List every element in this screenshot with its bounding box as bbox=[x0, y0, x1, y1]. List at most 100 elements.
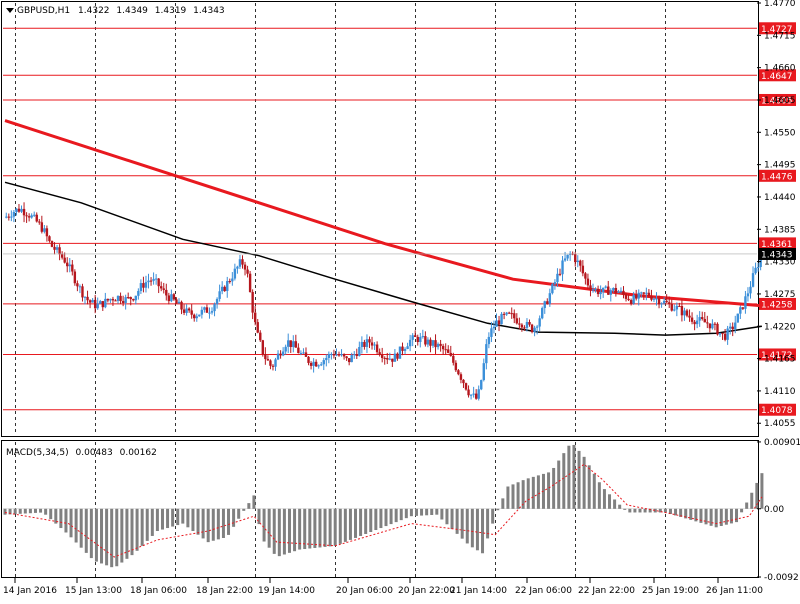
macd-bar bbox=[409, 508, 413, 517]
candle-body bbox=[327, 354, 331, 358]
candle-body bbox=[535, 326, 539, 328]
current-price-bg bbox=[759, 247, 796, 260]
macd-bar bbox=[420, 508, 424, 516]
macd-bar bbox=[394, 508, 398, 523]
candle-body bbox=[670, 303, 673, 311]
candle-body bbox=[497, 320, 501, 325]
time-tick-label: 21 Jan 14:00 bbox=[450, 586, 507, 596]
candle-body bbox=[187, 308, 191, 311]
price-tick-label: 1.4495 bbox=[764, 161, 796, 171]
macd-bar bbox=[8, 508, 12, 515]
candle-body bbox=[320, 364, 323, 366]
macd-bar bbox=[592, 473, 596, 509]
candle-body bbox=[383, 357, 386, 359]
candle-body bbox=[731, 326, 734, 330]
candle-body bbox=[78, 286, 82, 288]
candle-body bbox=[93, 299, 97, 309]
macd-bar bbox=[684, 508, 688, 519]
candle-body bbox=[467, 389, 470, 396]
candle-body bbox=[657, 298, 661, 305]
candle-body bbox=[213, 304, 216, 312]
candle-body bbox=[502, 313, 506, 315]
price-tick-label: 1.4330 bbox=[764, 258, 796, 268]
candle-body bbox=[754, 267, 757, 274]
candle-body bbox=[314, 361, 318, 367]
macd-bar bbox=[84, 508, 88, 553]
candle-body bbox=[617, 291, 620, 293]
candle-body bbox=[574, 254, 577, 263]
candle-body bbox=[480, 380, 483, 390]
level-label-bg bbox=[759, 169, 796, 182]
macd-bar bbox=[623, 508, 627, 510]
candle-body bbox=[256, 322, 259, 333]
candle-body bbox=[668, 302, 671, 304]
candle-body bbox=[523, 327, 526, 329]
candle-body bbox=[513, 313, 516, 319]
candle-body bbox=[558, 273, 562, 275]
candle-body bbox=[373, 344, 376, 346]
macd-bar bbox=[257, 508, 261, 525]
candle-body bbox=[401, 346, 404, 351]
candle-body bbox=[596, 289, 600, 295]
candle-body bbox=[149, 280, 153, 282]
candle-body bbox=[109, 298, 112, 301]
candle-body bbox=[287, 340, 290, 347]
time-tick-label: 22 Jan 06:00 bbox=[515, 586, 572, 596]
candle-body bbox=[726, 328, 729, 340]
macd-bar bbox=[750, 492, 754, 509]
candle-body bbox=[281, 351, 285, 356]
macd-bar bbox=[338, 508, 342, 544]
candle-body bbox=[429, 339, 432, 346]
candle-body bbox=[172, 294, 176, 300]
macd-bar bbox=[440, 508, 444, 520]
macd-tick-label: 0.00901 bbox=[764, 438, 800, 448]
macd-bar bbox=[374, 508, 378, 531]
macd-bar bbox=[186, 508, 190, 528]
macd-tick-label: 0.00 bbox=[764, 505, 784, 515]
macd-bar bbox=[674, 508, 678, 516]
macd-value-main: 0.00483 bbox=[76, 448, 113, 458]
macd-bar bbox=[653, 508, 657, 513]
macd-bar bbox=[39, 508, 43, 513]
candle-body bbox=[335, 354, 338, 356]
macd-bar bbox=[115, 508, 119, 567]
macd-bar bbox=[227, 508, 231, 535]
candle-body bbox=[91, 299, 94, 303]
candle-body bbox=[391, 358, 394, 362]
macd-bar bbox=[181, 508, 185, 524]
macd-bar bbox=[94, 508, 98, 562]
candle-body bbox=[734, 322, 737, 330]
candle-body bbox=[652, 298, 656, 300]
candle-body bbox=[81, 286, 84, 298]
macd-bar bbox=[155, 508, 159, 532]
candle-body bbox=[114, 300, 117, 302]
macd-bar bbox=[719, 508, 723, 527]
macd-bar bbox=[323, 508, 327, 547]
candle-body bbox=[530, 324, 534, 333]
candle-body bbox=[27, 216, 31, 218]
candle-body bbox=[73, 271, 77, 284]
candle-body bbox=[289, 340, 292, 348]
candle-body bbox=[58, 247, 61, 255]
candle-body bbox=[459, 374, 463, 380]
candle-body bbox=[576, 260, 579, 263]
candle-body bbox=[358, 347, 361, 356]
candle-body bbox=[591, 289, 595, 291]
candle-body bbox=[193, 314, 196, 319]
candle-body bbox=[386, 358, 389, 360]
macd-bar bbox=[399, 508, 403, 521]
macd-bar bbox=[348, 508, 352, 540]
chevron-down-icon[interactable] bbox=[6, 8, 14, 13]
candle-body bbox=[66, 262, 69, 267]
macd-bar bbox=[608, 494, 612, 509]
level-label: 1.4476 bbox=[761, 172, 793, 182]
macd-bar bbox=[298, 508, 302, 550]
macd-bar bbox=[470, 508, 474, 548]
candle-body bbox=[38, 221, 41, 223]
price-axis: 1.47701.47151.46601.46051.45501.44951.44… bbox=[3, 0, 800, 583]
candle-body bbox=[716, 323, 719, 335]
level-label-bg bbox=[759, 22, 796, 35]
macd-bar bbox=[597, 482, 601, 509]
